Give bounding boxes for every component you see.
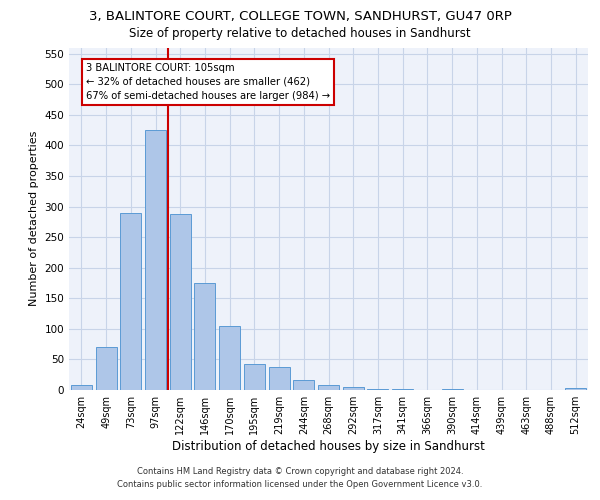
Bar	[71, 385, 92, 390]
Bar	[442, 389, 463, 390]
Bar	[269, 367, 290, 390]
Text: 3 BALINTORE COURT: 105sqm
← 32% of detached houses are smaller (462)
67% of semi: 3 BALINTORE COURT: 105sqm ← 32% of detac…	[86, 63, 331, 101]
Text: Contains HM Land Registry data © Crown copyright and database right 2024.: Contains HM Land Registry data © Crown c…	[137, 467, 463, 476]
Bar	[318, 385, 339, 390]
Bar	[565, 388, 586, 390]
Text: Contains public sector information licensed under the Open Government Licence v3: Contains public sector information licen…	[118, 480, 482, 489]
Bar	[244, 364, 265, 390]
Bar	[170, 214, 191, 390]
Bar	[120, 212, 141, 390]
Bar	[219, 326, 240, 390]
Bar	[343, 387, 364, 390]
Bar	[293, 380, 314, 390]
Text: 3, BALINTORE COURT, COLLEGE TOWN, SANDHURST, GU47 0RP: 3, BALINTORE COURT, COLLEGE TOWN, SANDHU…	[89, 10, 511, 23]
Text: Size of property relative to detached houses in Sandhurst: Size of property relative to detached ho…	[129, 28, 471, 40]
Bar	[194, 283, 215, 390]
Bar	[367, 389, 388, 390]
X-axis label: Distribution of detached houses by size in Sandhurst: Distribution of detached houses by size …	[172, 440, 485, 453]
Y-axis label: Number of detached properties: Number of detached properties	[29, 131, 39, 306]
Bar	[95, 346, 116, 390]
Bar	[145, 130, 166, 390]
